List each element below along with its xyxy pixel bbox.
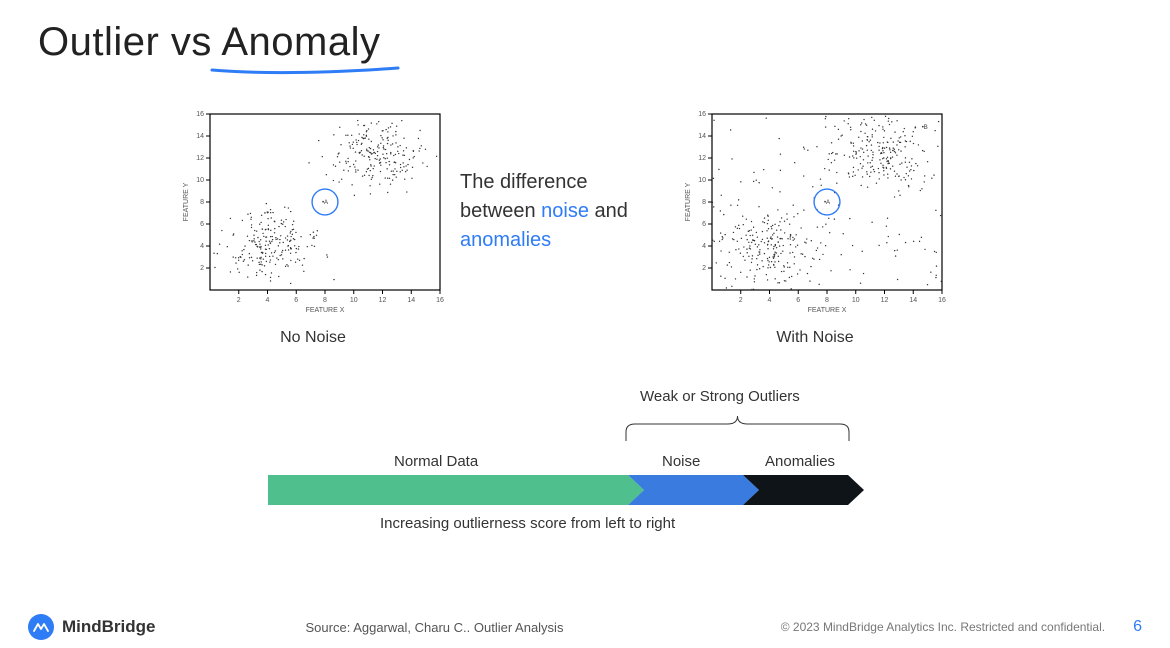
svg-text:16: 16 <box>436 297 444 304</box>
spectrum-label-anomalies: Anomalies <box>765 453 835 470</box>
svg-text:10: 10 <box>852 297 860 304</box>
middle-text-mid: and <box>589 200 628 222</box>
svg-text:6: 6 <box>200 221 204 228</box>
svg-text:10: 10 <box>698 177 706 184</box>
svg-text:12: 12 <box>379 297 387 304</box>
svg-text:16: 16 <box>698 111 706 118</box>
svg-text:14: 14 <box>909 297 917 304</box>
svg-text:14: 14 <box>196 133 204 140</box>
svg-text:12: 12 <box>881 297 889 304</box>
page-number: 6 <box>1133 618 1142 636</box>
spectrum-label-noise: Noise <box>662 453 700 470</box>
footer: MindBridge Source: Aggarwal, Charu C.. O… <box>0 606 1170 648</box>
svg-text:4: 4 <box>266 297 270 304</box>
middle-text-anomalies: anomalies <box>460 229 551 251</box>
svg-text:14: 14 <box>698 133 706 140</box>
svg-text:•B: •B <box>922 125 928 131</box>
svg-text:6: 6 <box>796 297 800 304</box>
title-underline <box>210 64 410 78</box>
scatter-no-noise-label: No Noise <box>178 329 448 347</box>
svg-text:12: 12 <box>196 155 204 162</box>
middle-caption: The difference between noise and anomali… <box>460 168 660 255</box>
svg-text:16: 16 <box>938 297 946 304</box>
svg-text:8: 8 <box>323 297 327 304</box>
svg-text:10: 10 <box>350 297 358 304</box>
svg-text:14: 14 <box>407 297 415 304</box>
svg-text:•A: •A <box>824 200 830 206</box>
slide-title: Outlier vs Anomaly <box>38 20 380 65</box>
scatter-with-noise: 2 4 6 8 10 12 14 16 2 4 6 8 10 12 14 16 FEATURE X FEATURE… <box>680 106 950 347</box>
spectrum-caption: Increasing outlierness score from left t… <box>380 515 675 532</box>
svg-text:FEATURE Y: FEATURE Y <box>183 182 190 221</box>
spectrum-label-normal: Normal Data <box>394 453 478 470</box>
svg-text:8: 8 <box>200 199 204 206</box>
svg-text:2: 2 <box>200 265 204 272</box>
svg-text:4: 4 <box>768 297 772 304</box>
brace-svg <box>625 414 850 442</box>
spectrum-bar <box>268 475 868 505</box>
svg-text:FEATURE Y: FEATURE Y <box>685 182 692 221</box>
svg-text:8: 8 <box>702 199 706 206</box>
scatter-no-noise: 2 4 6 8 10 12 14 16 2 4 6 8 10 12 14 16 FEATURE X FEATURE… <box>178 106 448 347</box>
middle-text-noise: noise <box>541 200 589 222</box>
svg-text:8: 8 <box>825 297 829 304</box>
scatter-with-noise-label: With Noise <box>680 329 950 347</box>
logo-text: MindBridge <box>62 617 156 637</box>
footer-source: Source: Aggarwal, Charu C.. Outlier Anal… <box>306 620 564 635</box>
svg-text:4: 4 <box>200 243 204 250</box>
svg-text:2: 2 <box>237 297 241 304</box>
svg-text:FEATURE X: FEATURE X <box>306 307 345 314</box>
scatter-no-noise-svg: 2 4 6 8 10 12 14 16 2 4 6 8 10 12 14 16 FEATURE X FEATURE… <box>178 106 448 316</box>
svg-text:6: 6 <box>702 221 706 228</box>
footer-copyright: © 2023 MindBridge Analytics Inc. Restric… <box>781 620 1105 634</box>
svg-text:2: 2 <box>739 297 743 304</box>
scatter-with-noise-svg: 2 4 6 8 10 12 14 16 2 4 6 8 10 12 14 16 FEATURE X FEATURE… <box>680 106 950 316</box>
svg-text:10: 10 <box>196 177 204 184</box>
brace-label: Weak or Strong Outliers <box>640 388 800 405</box>
svg-text:FEATURE X: FEATURE X <box>808 307 847 314</box>
svg-text:12: 12 <box>698 155 706 162</box>
svg-text:4: 4 <box>702 243 706 250</box>
svg-text:2: 2 <box>702 265 706 272</box>
svg-text:•A: •A <box>322 200 328 206</box>
svg-text:16: 16 <box>196 111 204 118</box>
logo: MindBridge <box>28 614 156 640</box>
logo-icon <box>28 614 54 640</box>
svg-text:6: 6 <box>294 297 298 304</box>
